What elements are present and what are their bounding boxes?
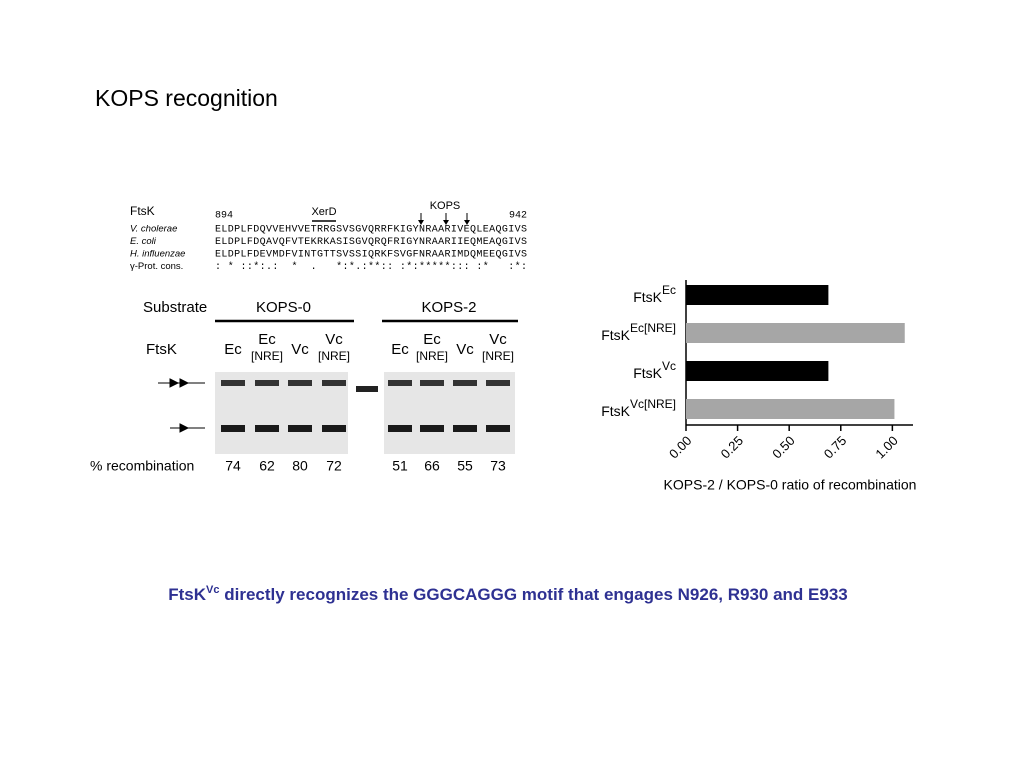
recombination-value: 74 — [225, 458, 241, 474]
x-tick-label: 0.25 — [718, 433, 747, 462]
caption-sup: Vc — [206, 584, 219, 596]
lane-sublabel: [NRE] — [482, 349, 514, 363]
lane-label: Vc — [325, 331, 343, 348]
caption-prefix: FtsK — [168, 585, 207, 604]
category-label: FtsKEc — [633, 283, 676, 305]
sequence: ELDPLFDEVMDFVINTGTTSVSSIQRKFSVGFNRAARIMD… — [215, 250, 527, 261]
sequence: ELDPLFDQVVEHVVETRRGSVSGVQRRFKIGYNRAARIVE… — [215, 225, 527, 236]
category-name: FtsK — [633, 365, 662, 381]
category-name: FtsK — [633, 289, 662, 305]
species-label: H. influenzae — [130, 249, 185, 260]
bar — [686, 361, 829, 381]
category-sup: Vc[NRE] — [630, 397, 676, 411]
xerd-label: XerD — [311, 206, 336, 218]
recombination-value: 72 — [326, 458, 342, 474]
category-name: FtsK — [601, 403, 630, 419]
recombination-label: % recombination — [90, 458, 194, 474]
x-tick-label: 0.75 — [821, 433, 850, 462]
band-upper — [388, 380, 412, 386]
band-lower — [255, 425, 279, 432]
band-lower — [420, 425, 444, 432]
category-label: FtsKVc — [633, 359, 676, 381]
recombination-value: 73 — [490, 458, 506, 474]
lane-label: Vc — [456, 341, 474, 358]
band-lower — [388, 425, 412, 432]
gel-lanes: KOPS-0Ec74Ec[NRE]62Vc80Vc[NRE]72KOPS-2Ec… — [215, 299, 518, 474]
band-upper — [453, 380, 477, 386]
bar — [686, 285, 829, 305]
bar — [686, 399, 895, 419]
lane-label: Ec — [224, 341, 242, 358]
recombination-value: 62 — [259, 458, 275, 474]
recombination-value: 66 — [424, 458, 440, 474]
species-label: V. cholerae — [130, 224, 177, 235]
band-lower — [322, 425, 346, 432]
category-name: FtsK — [601, 327, 630, 343]
category-sup: Ec[NRE] — [630, 321, 676, 335]
substrate-label: Substrate — [143, 299, 207, 316]
x-tick-label: 1.00 — [872, 433, 901, 462]
lane-label: Ec — [423, 331, 441, 348]
recombination-value: 80 — [292, 458, 308, 474]
bar-chart: 0.00 0.25 0.50 0.75 1.00FtsKEcFtsKEc[NRE]Fts… — [601, 280, 913, 461]
sequence: : * ::*:.: * . *:*.:**:: :*:*****::: :* … — [215, 261, 527, 273]
protein-label: FtsK — [130, 204, 155, 218]
substrate-name: KOPS-0 — [256, 299, 311, 316]
gel-arrows — [158, 378, 205, 433]
recombination-value: 55 — [457, 458, 473, 474]
category-label: FtsKVc[NRE] — [601, 397, 676, 419]
start-residue: 894 — [215, 211, 233, 222]
end-residue: 942 — [509, 211, 527, 222]
category-label: FtsKEc[NRE] — [601, 321, 676, 343]
lane-sublabel: [NRE] — [318, 349, 350, 363]
marker-band — [356, 386, 378, 392]
band-lower — [486, 425, 510, 432]
band-upper — [322, 380, 346, 386]
caption-text: directly recognizes the GGGCAGGG motif t… — [220, 585, 848, 604]
category-sup: Vc — [662, 359, 676, 373]
band-upper — [255, 380, 279, 386]
gel-gap — [348, 372, 384, 454]
category-sup: Ec — [662, 283, 676, 297]
bar — [686, 323, 905, 343]
kops-arrowheads — [418, 220, 470, 225]
caption: FtsKVc directly recognizes the GGGCAGGG … — [168, 584, 848, 605]
band-upper — [420, 380, 444, 386]
species-label: γ-Prot. cons. — [130, 261, 183, 272]
recombination-value: 51 — [392, 458, 408, 474]
lane-label: Ec — [258, 331, 276, 348]
band-lower — [453, 425, 477, 432]
substrate-name: KOPS-2 — [421, 299, 476, 316]
lane-label: Vc — [489, 331, 507, 348]
slide-title: KOPS recognition — [95, 85, 278, 111]
lane-sublabel: [NRE] — [251, 349, 283, 363]
species-label: E. coli — [130, 236, 157, 247]
band-lower — [288, 425, 312, 432]
x-tick-label: 0.00 — [666, 433, 695, 462]
band-upper — [486, 380, 510, 386]
ftsk-label: FtsK — [146, 341, 177, 358]
lane-sublabel: [NRE] — [416, 349, 448, 363]
sequence: ELDPLFDQAVQFVTEKRKASISGVQRQFRIGYNRAARIIE… — [215, 237, 527, 248]
band-lower — [221, 425, 245, 432]
band-upper — [221, 380, 245, 386]
kops-label: KOPS — [430, 200, 461, 212]
alignment-rows: V. cholerae ELDPLFDQVVEHVVETRRGSVSGVQRRFK… — [130, 224, 527, 274]
lane-label: Vc — [291, 341, 309, 358]
band-upper — [288, 380, 312, 386]
x-axis-label: KOPS-2 / KOPS-0 ratio of recombination — [664, 477, 917, 493]
x-tick-label: 0.50 — [769, 433, 798, 462]
lane-label: Ec — [391, 341, 409, 358]
